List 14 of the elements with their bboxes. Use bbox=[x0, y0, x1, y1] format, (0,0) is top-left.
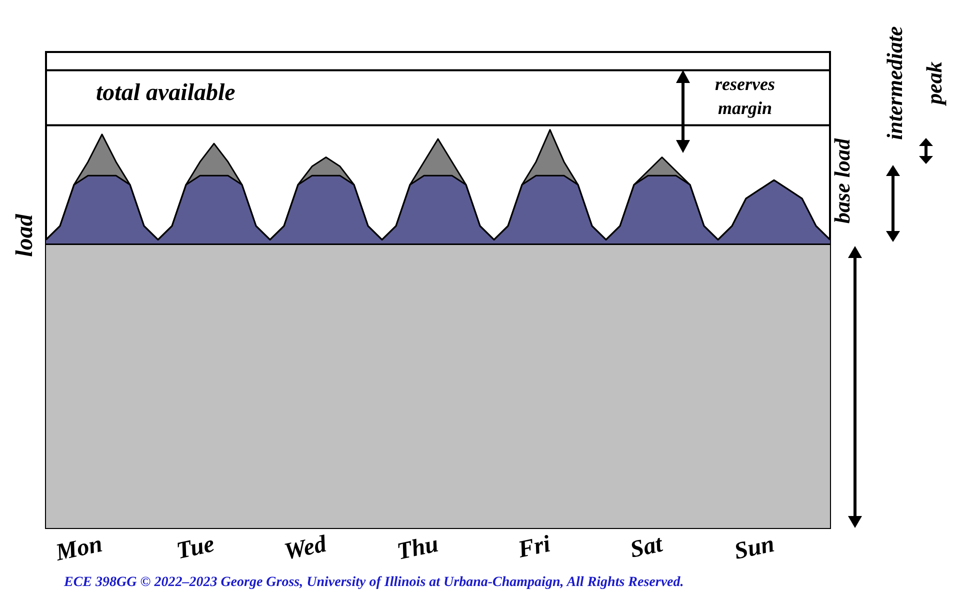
y-axis-title: load bbox=[12, 214, 39, 257]
annotation: total available bbox=[96, 80, 236, 107]
text: peak bbox=[921, 62, 948, 104]
x-tick-label: Mon bbox=[52, 531, 105, 567]
annotation: reserves margin bbox=[714, 73, 776, 120]
x-tick-label: Sun bbox=[732, 531, 777, 566]
x-tick-label: Fri bbox=[515, 531, 554, 564]
annotation: base load bbox=[829, 138, 856, 224]
x-tick-label: Thu bbox=[394, 531, 441, 566]
x-tick-label: Sat bbox=[628, 531, 666, 564]
x-tick-label: Wed bbox=[282, 531, 330, 566]
text: ECE 398GG © 2022–2023 George Gross, University of Illinois at Urbana-Champaign, All Rights Reserved. bbox=[64, 575, 684, 591]
text: intermediate bbox=[882, 26, 908, 140]
x-tick-label: Tue bbox=[174, 531, 218, 565]
